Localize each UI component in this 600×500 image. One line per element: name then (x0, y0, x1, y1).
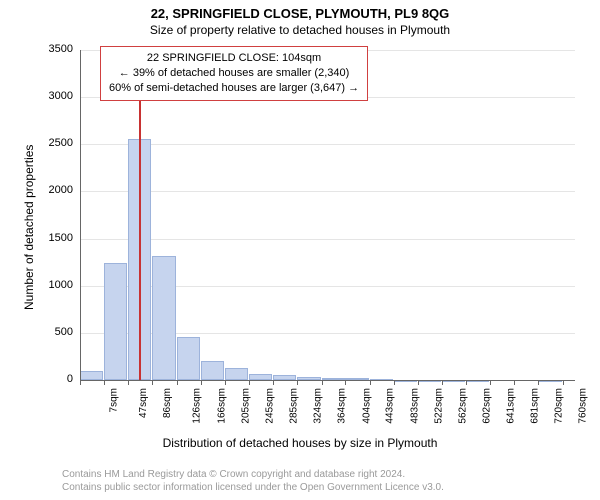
y-tick-label: 1000 (35, 279, 73, 291)
x-tick-label: 760sqm (578, 388, 589, 424)
x-tick-label: 86sqm (162, 388, 173, 418)
x-tick-label: 205sqm (240, 388, 251, 424)
y-tick-label: 1500 (35, 232, 73, 244)
x-tick-mark (418, 380, 419, 385)
x-tick-label: 602sqm (482, 388, 493, 424)
footer-line-2: Contains public sector information licen… (62, 481, 444, 494)
annotation-box: 22 SPRINGFIELD CLOSE: 104sqm ← 39% of de… (100, 46, 368, 101)
x-tick-mark (322, 380, 323, 385)
x-tick-mark (394, 380, 395, 385)
x-tick-mark (152, 380, 153, 385)
x-tick-label: 47sqm (138, 388, 149, 418)
x-tick-mark (345, 380, 346, 385)
x-tick-label: 443sqm (385, 388, 396, 424)
footer-attribution: Contains HM Land Registry data © Crown c… (62, 468, 444, 494)
x-tick-mark (128, 380, 129, 385)
x-tick-mark (249, 380, 250, 385)
x-tick-label: 7sqm (108, 388, 119, 412)
y-tick-label: 2000 (35, 184, 73, 196)
y-tick-label: 3500 (35, 43, 73, 55)
x-tick-mark (297, 380, 298, 385)
x-tick-mark (201, 380, 202, 385)
x-tick-mark (104, 380, 105, 385)
x-tick-label: 483sqm (409, 388, 420, 424)
chart-title-address: 22, SPRINGFIELD CLOSE, PLYMOUTH, PL9 8QG (0, 6, 600, 21)
x-tick-label: 126sqm (192, 388, 203, 424)
gridline (80, 144, 575, 145)
gridline (80, 191, 575, 192)
x-tick-label: 285sqm (289, 388, 300, 424)
x-axis-label: Distribution of detached houses by size … (0, 436, 600, 450)
chart-title-description: Size of property relative to detached ho… (0, 23, 600, 37)
x-tick-mark (490, 380, 491, 385)
x-axis-line (80, 380, 575, 381)
histogram-bar (201, 361, 224, 380)
x-tick-label: 324sqm (313, 388, 324, 424)
x-tick-label: 245sqm (264, 388, 275, 424)
x-tick-label: 562sqm (457, 388, 468, 424)
x-tick-mark (273, 380, 274, 385)
x-tick-mark (466, 380, 467, 385)
annotation-line-2: ← 39% of detached houses are smaller (2,… (109, 66, 359, 81)
title-block: 22, SPRINGFIELD CLOSE, PLYMOUTH, PL9 8QG… (0, 0, 600, 37)
histogram-bar (225, 368, 248, 380)
y-tick-label: 3000 (35, 90, 73, 102)
x-tick-mark (514, 380, 515, 385)
x-tick-label: 522sqm (433, 388, 444, 424)
x-tick-label: 641sqm (506, 388, 517, 424)
x-tick-mark (177, 380, 178, 385)
annotation-line-3: 60% of semi-detached houses are larger (… (109, 81, 359, 96)
y-tick-label: 2500 (35, 137, 73, 149)
histogram-bar (177, 337, 200, 380)
y-axis-line (80, 50, 81, 380)
x-tick-mark (225, 380, 226, 385)
x-tick-mark (538, 380, 539, 385)
x-tick-label: 720sqm (554, 388, 565, 424)
annotation-line-1: 22 SPRINGFIELD CLOSE: 104sqm (109, 51, 359, 66)
histogram-bar (80, 371, 103, 380)
x-tick-label: 681sqm (530, 388, 541, 424)
histogram-bar (104, 263, 127, 380)
y-tick-label: 500 (35, 326, 73, 338)
y-axis-label: Number of detached properties (22, 145, 36, 310)
x-tick-label: 166sqm (216, 388, 227, 424)
x-tick-label: 404sqm (361, 388, 372, 424)
footer-line-1: Contains HM Land Registry data © Crown c… (62, 468, 444, 481)
x-tick-mark (563, 380, 564, 385)
histogram-bar (152, 256, 175, 380)
y-tick-label: 0 (35, 373, 73, 385)
x-tick-mark (370, 380, 371, 385)
x-tick-label: 364sqm (337, 388, 348, 424)
x-tick-mark (80, 380, 81, 385)
gridline (80, 239, 575, 240)
x-tick-mark (442, 380, 443, 385)
